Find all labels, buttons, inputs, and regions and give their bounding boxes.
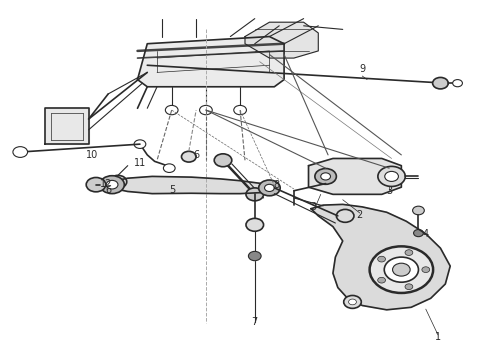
Text: 8: 8 [274,180,280,190]
Text: 4: 4 [423,229,429,239]
Polygon shape [311,204,450,310]
Text: 2: 2 [357,210,363,220]
Circle shape [86,177,106,192]
Circle shape [248,251,261,261]
Circle shape [378,277,386,283]
Circle shape [109,175,127,188]
Circle shape [369,246,433,293]
Circle shape [165,105,178,115]
Text: 12: 12 [99,179,112,189]
Text: 6: 6 [193,150,199,161]
Circle shape [343,296,361,309]
Text: 9: 9 [359,64,366,75]
Circle shape [348,299,356,305]
Circle shape [378,166,405,186]
Circle shape [100,176,124,194]
Circle shape [106,180,118,189]
Circle shape [378,256,386,262]
Text: 6: 6 [105,185,111,194]
Polygon shape [111,176,274,194]
Circle shape [413,206,424,215]
Circle shape [385,171,398,181]
Polygon shape [138,37,284,87]
Text: 1: 1 [435,332,441,342]
Circle shape [405,250,413,256]
Circle shape [453,80,463,87]
Circle shape [199,105,212,115]
Circle shape [259,180,280,196]
Text: 7: 7 [252,317,258,327]
Circle shape [414,229,423,237]
Circle shape [114,179,122,185]
Text: 3: 3 [310,202,317,212]
Circle shape [378,168,400,184]
Circle shape [134,140,146,148]
Circle shape [181,151,196,162]
Text: 3: 3 [386,186,392,196]
Circle shape [384,173,394,180]
Circle shape [433,77,448,89]
Circle shape [405,284,413,289]
Circle shape [246,188,264,201]
Text: 10: 10 [86,150,98,160]
Circle shape [163,164,175,172]
Circle shape [265,184,274,192]
Polygon shape [309,158,401,194]
Circle shape [315,168,336,184]
Circle shape [422,267,430,273]
Circle shape [234,105,246,115]
Circle shape [321,173,331,180]
Circle shape [246,219,264,231]
Circle shape [214,154,232,167]
Polygon shape [45,108,89,144]
Circle shape [392,263,410,276]
Circle shape [336,210,354,222]
Text: 11: 11 [134,158,146,168]
Circle shape [13,147,27,157]
Text: 5: 5 [170,185,176,194]
Circle shape [384,257,418,282]
Polygon shape [245,22,318,58]
